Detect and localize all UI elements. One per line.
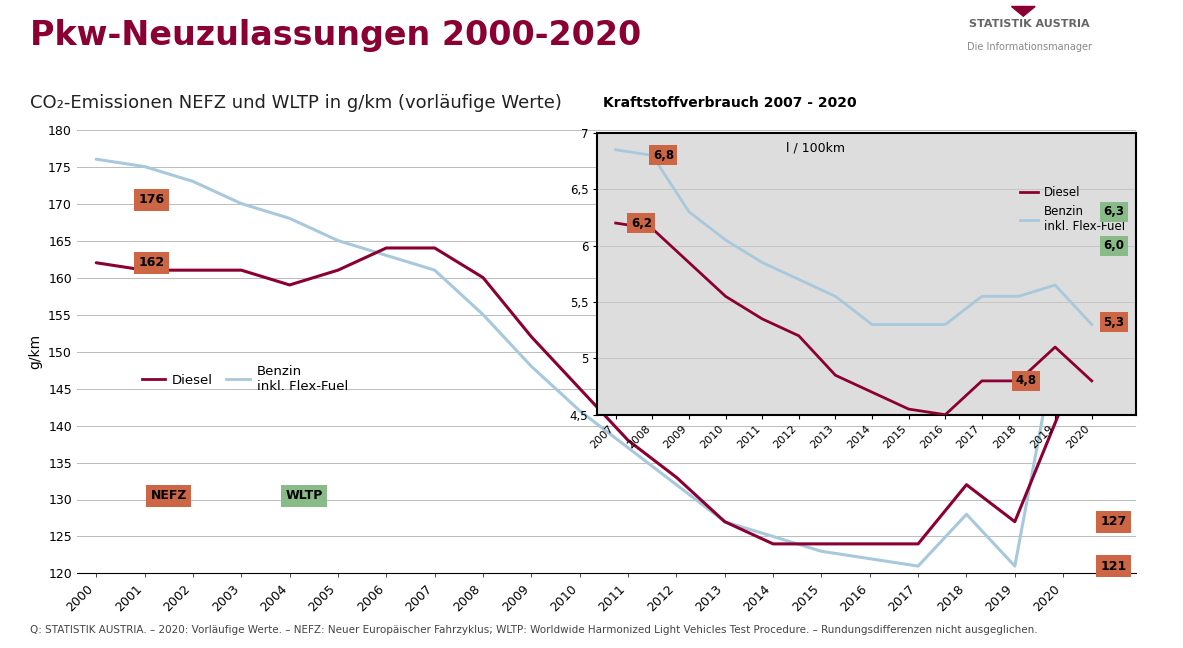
- Legend: Diesel, Benzin
inkl. Flex-Fuel: Diesel, Benzin inkl. Flex-Fuel: [1015, 181, 1130, 237]
- Text: 6,0: 6,0: [1104, 239, 1124, 252]
- Text: Pkw-Neuzulassungen 2000-2020: Pkw-Neuzulassungen 2000-2020: [30, 19, 641, 52]
- Text: Die Informationsmanager: Die Informationsmanager: [967, 42, 1092, 52]
- Text: CO₂-Emissionen NEFZ und WLTP in g/km (vorläufige Werte): CO₂-Emissionen NEFZ und WLTP in g/km (vo…: [30, 94, 562, 112]
- Text: Kraftstoffverbrauch 2007 - 2020: Kraftstoffverbrauch 2007 - 2020: [603, 97, 856, 110]
- Text: 6,2: 6,2: [631, 216, 652, 229]
- Text: STATISTIK AUSTRIA: STATISTIK AUSTRIA: [969, 19, 1090, 29]
- Text: 127: 127: [1101, 515, 1127, 528]
- Text: 6,3: 6,3: [1104, 205, 1124, 218]
- Text: NEFZ: NEFZ: [150, 489, 187, 502]
- Text: 5,3: 5,3: [1104, 316, 1124, 329]
- Text: 156: 156: [1101, 301, 1127, 314]
- Text: l / 100km: l / 100km: [786, 141, 845, 154]
- Text: Q: STATISTIK AUSTRIA. – 2020: Vorläufige Werte. – NEFZ: Neuer Europäischer Fahrz: Q: STATISTIK AUSTRIA. – 2020: Vorläufige…: [30, 625, 1037, 635]
- Y-axis label: g/km: g/km: [28, 334, 43, 369]
- Text: WLTP: WLTP: [285, 489, 323, 502]
- Text: 4,8: 4,8: [1015, 375, 1036, 388]
- Legend: Diesel, Benzin
inkl. Flex-Fuel: Diesel, Benzin inkl. Flex-Fuel: [136, 360, 354, 399]
- Text: 162: 162: [138, 256, 164, 270]
- Text: 121: 121: [1101, 560, 1127, 573]
- Text: 143: 143: [1101, 397, 1127, 410]
- Text: 176: 176: [138, 193, 164, 206]
- Text: 6,8: 6,8: [653, 149, 674, 162]
